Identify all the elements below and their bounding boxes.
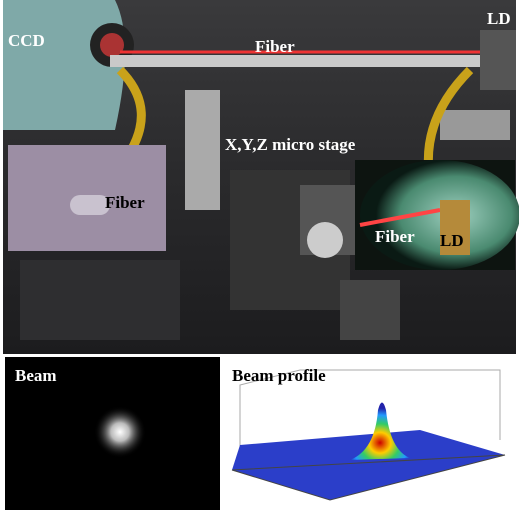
label: LD	[440, 231, 464, 250]
label: Fiber	[375, 227, 415, 246]
right-inset	[355, 160, 519, 270]
label: Fiber	[105, 193, 145, 212]
label: LD	[487, 9, 511, 28]
beam-spot	[94, 406, 146, 458]
figure: CCD Fiber LD X,Y,Z micro stage Fiber Fib…	[0, 0, 519, 513]
label: Beam	[15, 366, 57, 385]
label: Fiber	[255, 37, 295, 56]
label: Beam profile	[232, 366, 326, 385]
page: CCD Fiber LD X,Y,Z micro stage Fiber Fib…	[0, 0, 519, 513]
label: X,Y,Z micro stage	[225, 135, 356, 154]
label: CCD	[8, 31, 45, 50]
